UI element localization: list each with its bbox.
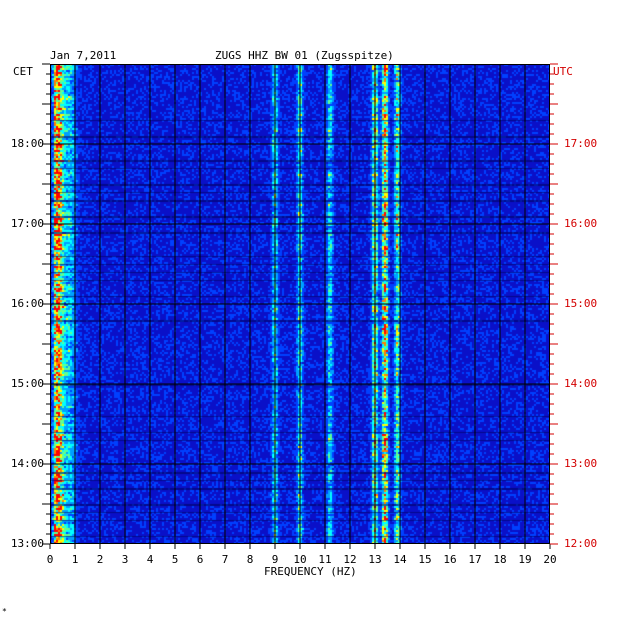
plot-grid [50, 64, 550, 544]
plot-border [50, 64, 550, 544]
x-tick-label: 0 [46, 553, 54, 566]
x-tick-label: 13 [368, 553, 382, 566]
x-tick-label: 16 [443, 553, 457, 566]
x-tick-label: 7 [221, 553, 229, 566]
y-left-tick-label: 18:00 [10, 137, 44, 150]
x-tick-label: 9 [271, 553, 279, 566]
spectrogram-plot [50, 64, 550, 544]
y-right-tick-label: 13:00 [564, 457, 598, 470]
y-left-tick-label: 16:00 [10, 297, 44, 310]
footer-mark: * [2, 607, 7, 616]
x-tick-label: 1 [71, 553, 79, 566]
y-left-tick-label: 15:00 [10, 377, 44, 390]
y-right-tick-label: 14:00 [564, 377, 598, 390]
x-tick-label: 6 [196, 553, 204, 566]
y-right-tick-label: 16:00 [564, 217, 598, 230]
x-tick-label: 12 [343, 553, 357, 566]
right-timezone-label: UTC [553, 65, 573, 78]
x-tick-label: 18 [493, 553, 507, 566]
y-left-tick-label: 14:00 [10, 457, 44, 470]
x-tick-label: 15 [418, 553, 432, 566]
x-tick-label: 19 [518, 553, 532, 566]
date-label: Jan 7,2011 [50, 49, 117, 62]
x-tick-label: 3 [121, 553, 129, 566]
x-tick-label: 20 [543, 553, 557, 566]
y-left-tick-label: 13:00 [10, 537, 44, 550]
left-timezone-label: CET [13, 65, 33, 78]
y-right-tick-label: 12:00 [564, 537, 598, 550]
x-tick-label: 2 [96, 553, 104, 566]
x-tick-label: 11 [318, 553, 332, 566]
y-right-tick-label: 15:00 [564, 297, 598, 310]
x-tick-label: 5 [171, 553, 179, 566]
x-axis-title: FREQUENCY (HZ) [264, 565, 357, 578]
x-tick-label: 4 [146, 553, 154, 566]
x-tick-label: 14 [393, 553, 407, 566]
x-tick-label: 17 [468, 553, 482, 566]
y-left-tick-label: 17:00 [10, 217, 44, 230]
x-tick-label: 8 [246, 553, 254, 566]
x-tick-label: 10 [293, 553, 307, 566]
y-right-tick-label: 17:00 [564, 137, 598, 150]
station-title: ZUGS HHZ BW 01 (Zugsspitze) [215, 49, 394, 62]
